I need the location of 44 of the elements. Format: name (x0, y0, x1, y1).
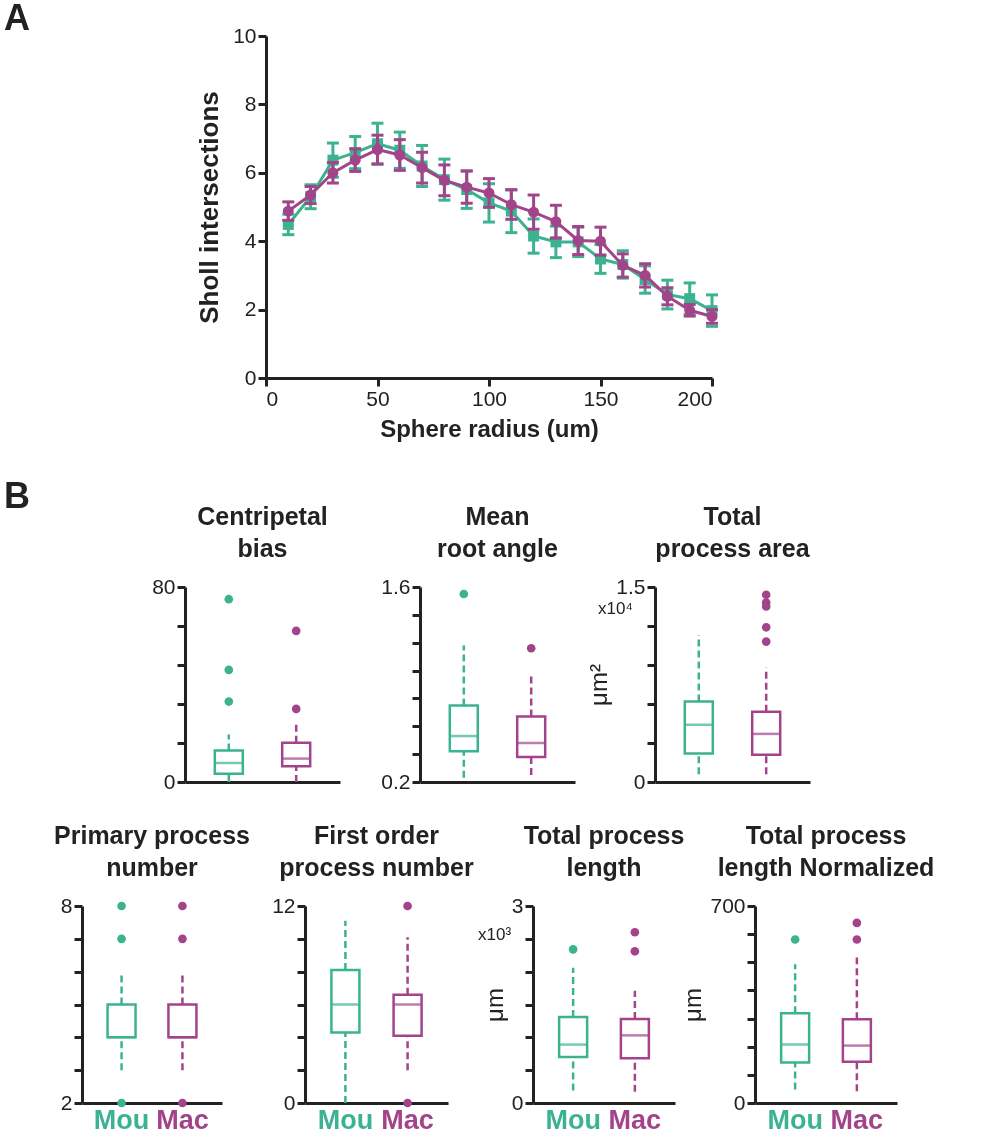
y-axis-title: μm² (585, 664, 613, 706)
text: x10³ (478, 925, 512, 944)
chart-title: First order process number (279, 821, 475, 881)
x-tick-label: Mac (156, 1104, 209, 1135)
chart-title: Centripetal bias (197, 502, 328, 562)
x-tick-label: Mou (767, 1104, 823, 1135)
chart-title: Mean root angle (437, 502, 559, 562)
text: x10⁴ (598, 599, 633, 618)
y-tick-label: 4 (244, 228, 257, 252)
text: A (4, 0, 30, 38)
x-tick-label: Mac (381, 1104, 434, 1135)
y-tick-label: 10 (233, 23, 257, 47)
y-tick-label: 1.5 (616, 574, 646, 598)
x-tick-label: Mou (545, 1104, 601, 1135)
y-tick-label: 2 (244, 297, 257, 321)
x-axis-title: Sphere radius (um) (380, 414, 599, 442)
x-tick-label: 0 (266, 386, 279, 410)
y-tick-label: 2 (60, 1090, 73, 1114)
y-tick-label: 0.2 (381, 769, 411, 793)
text: B (4, 475, 30, 516)
y-tick-label: 12 (272, 893, 296, 917)
chart-title: Total process area (655, 502, 811, 562)
x-tick-label: Mou (93, 1104, 150, 1135)
y-tick-label: 0 (244, 365, 257, 389)
y-tick-label: 6 (244, 160, 257, 184)
y-axis-title: μm (679, 988, 707, 1022)
x-tick-label: 200 (677, 386, 713, 410)
y-tick-label: 80 (152, 574, 176, 598)
x-tick-label: 150 (583, 386, 619, 410)
y-tick-label: 700 (710, 893, 746, 917)
x-tick-label: Mou (317, 1104, 374, 1135)
y-tick-label: 8 (244, 91, 257, 115)
y-axis-title: Sholl intersections (194, 91, 225, 324)
x-tick-label: 100 (471, 386, 508, 410)
y-axis-title: μm (480, 988, 508, 1022)
chart-title: Total process length Normalized (717, 821, 935, 881)
y-tick-label: 8 (60, 893, 73, 917)
x-tick-label: 50 (366, 386, 390, 410)
x-tick-label: Mac (830, 1104, 884, 1135)
y-tick-label: 3 (511, 893, 524, 917)
chart-title: Total process length (523, 821, 685, 881)
x-tick-label: Mac (608, 1104, 662, 1135)
chart-title: Primary process number (54, 821, 250, 881)
y-tick-label: 1.6 (381, 574, 411, 598)
